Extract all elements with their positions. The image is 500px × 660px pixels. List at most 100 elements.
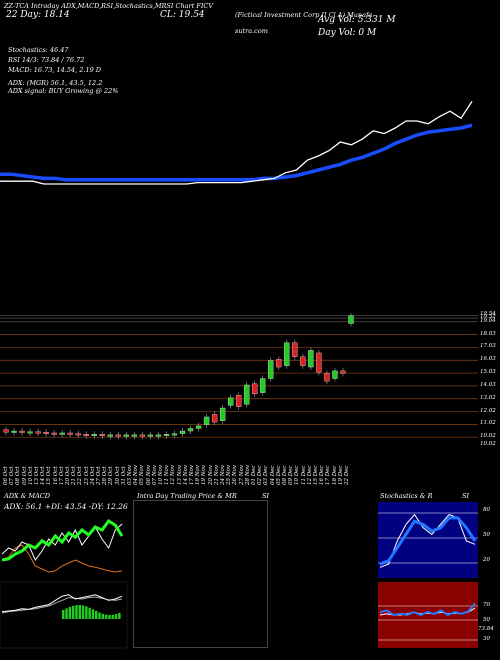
- candle-up: [107, 434, 113, 437]
- date-label: 06 Nov: [145, 465, 152, 485]
- candle-down: [3, 429, 9, 433]
- date-label: 09 Oct: [21, 466, 28, 485]
- candle-up: [131, 434, 138, 437]
- adx-panel-values: ADX: 56.1 +DI: 43.54 -DY: 12.26: [4, 502, 128, 511]
- macd-line: [1, 594, 123, 613]
- candle-up: [123, 434, 129, 437]
- date-label: 05 Dec: [275, 465, 282, 486]
- date-label: 29 Oct: [108, 466, 115, 485]
- stochastics-d-line: [379, 516, 477, 566]
- price-level-label: 19.54: [480, 311, 496, 318]
- adx-signal: ADX signal: BUY Growing @ 22%: [8, 87, 119, 95]
- site-name: sutra.com: [235, 27, 268, 35]
- candle-down: [75, 433, 81, 436]
- macd-histogram-bar: [62, 610, 65, 619]
- ema-line: [0, 123, 473, 182]
- date-label: 26 Nov: [232, 465, 239, 485]
- macd-histogram-bar: [85, 606, 88, 619]
- macd-histogram-bar: [91, 609, 95, 619]
- adx-value: ADX: (MGR) 56.1, 43.5, 12.2: [8, 79, 103, 87]
- intraday-title-suffix: SI: [262, 492, 270, 500]
- macd-histogram-bar: [78, 605, 81, 619]
- macd-histogram-bar: [98, 612, 101, 619]
- adx-minus-di-line: [1, 544, 123, 573]
- candle-up: [27, 431, 33, 434]
- date-label: 16 Oct: [52, 466, 59, 485]
- candle-down: [19, 430, 25, 433]
- macd-histogram-bar: [65, 608, 68, 619]
- price-level-label: 17.03: [480, 343, 496, 350]
- stoch-level-50: 50: [483, 532, 490, 538]
- candle-up: [348, 315, 354, 324]
- macd-signal-line: [1, 596, 123, 614]
- candle-down: [252, 383, 258, 395]
- rsi-level-70: 70: [483, 602, 490, 608]
- price-level-label: 14.03: [480, 381, 496, 388]
- candle-up: [147, 434, 154, 437]
- candle-up: [187, 428, 194, 432]
- adx-panel-title: ADX & MACD: [4, 492, 50, 500]
- candle-down: [35, 431, 41, 434]
- macd-histogram-bar: [95, 610, 98, 619]
- candle-down: [340, 370, 346, 374]
- date-label: 27 Nov: [238, 465, 245, 485]
- company-name: (Fictical Investment Corp II Cl A) Munaf…: [235, 11, 373, 19]
- price-level-label: 19.04: [480, 317, 496, 324]
- candle-up: [219, 407, 226, 421]
- rsi-value: RSI 14/3: 73.84 / 76.72: [8, 56, 85, 64]
- price-level-label: 10.02: [480, 433, 496, 440]
- date-label: 22 Dec: [344, 465, 350, 486]
- date-label: 19 Dec: [337, 465, 344, 486]
- date-label: 15 Oct: [46, 466, 53, 485]
- date-label: 10 Dec: [294, 465, 301, 486]
- date-label: 21 Nov: [213, 465, 220, 485]
- date-label: 03 Dec: [263, 465, 270, 486]
- candle-up: [203, 416, 210, 425]
- date-label: 19 Nov: [201, 465, 208, 485]
- candle-down: [139, 434, 146, 437]
- price-level-label: 16.03: [480, 356, 496, 363]
- stoch-panel-title-suffix: SI: [462, 492, 470, 500]
- date-label: 12 Nov: [170, 465, 177, 485]
- macd-histogram-bar: [118, 612, 121, 619]
- avg-volume: Avg Vol: 5.331 M: [318, 15, 396, 25]
- date-label: 22 Oct: [77, 466, 84, 485]
- candle-up: [332, 370, 338, 379]
- stochastics-value: Stochastics: 46.47: [8, 46, 69, 54]
- stoch-panel-title: Stochastics & R: [380, 492, 433, 500]
- stochastics-panel-bg: [378, 502, 478, 578]
- candle-up: [91, 434, 97, 436]
- price-line: [0, 101, 473, 185]
- macd-value: MACD: 16.73, 14.54, 2.19 D: [8, 66, 102, 74]
- macd-histogram-bar: [108, 614, 111, 619]
- date-label: 05 Nov: [139, 465, 146, 485]
- candle-down: [324, 373, 330, 382]
- price-level-label: 12.02: [480, 407, 496, 414]
- date-label: 13 Nov: [176, 465, 183, 485]
- date-label: 18 Dec: [331, 465, 338, 486]
- date-label: 31 Oct: [120, 466, 127, 485]
- candle-up: [244, 384, 250, 405]
- date-label: 24 Oct: [89, 466, 96, 485]
- candle-up: [260, 378, 266, 393]
- macd-histogram-bar: [114, 614, 118, 619]
- candle-up: [179, 430, 186, 434]
- candle-down: [115, 434, 121, 437]
- intraday-panel: [133, 500, 268, 648]
- date-label: 04 Dec: [269, 465, 276, 486]
- candle-down: [99, 434, 105, 436]
- candle-down: [292, 342, 298, 357]
- rsi-level-30: 30: [483, 636, 490, 642]
- candle-up: [284, 342, 290, 366]
- date-label: 17 Dec: [325, 465, 332, 486]
- date-label: 20 Nov: [207, 465, 214, 485]
- date-label: 28 Nov: [244, 465, 251, 485]
- rsi-line: [379, 602, 476, 617]
- date-label: 14 Nov: [182, 465, 189, 485]
- candle-down: [51, 432, 57, 435]
- candle-down: [236, 395, 242, 407]
- date-label: 17 Oct: [58, 466, 65, 485]
- price-level-label: 10.02: [480, 441, 496, 448]
- candle-down: [43, 432, 49, 434]
- macd-histogram-bar: [68, 606, 72, 619]
